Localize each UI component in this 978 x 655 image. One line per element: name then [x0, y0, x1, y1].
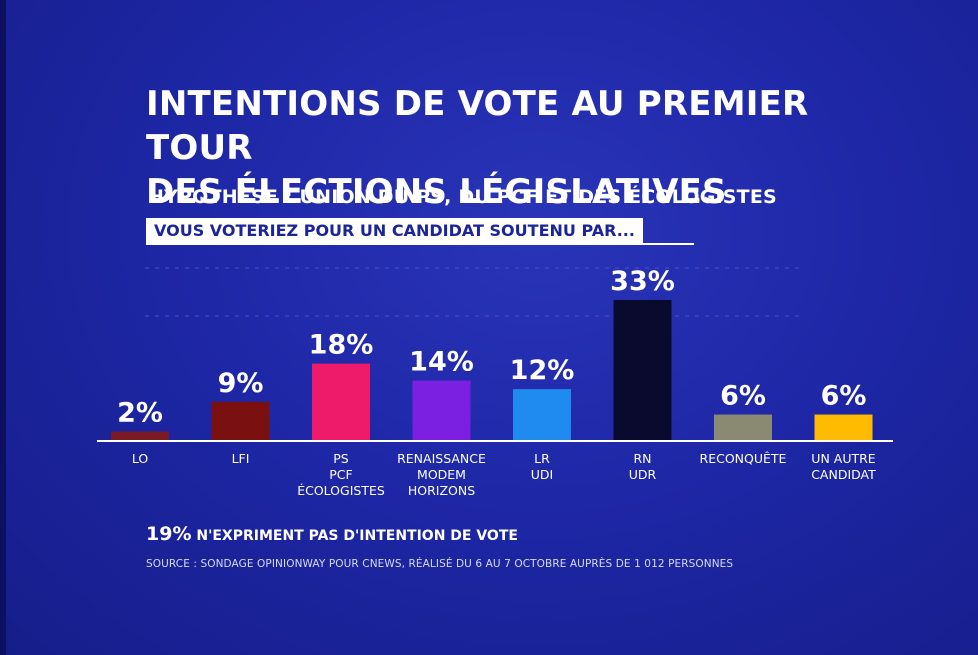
- title-line-2: DES ÉLECTIONS LÉGISLATIVES: [146, 172, 727, 212]
- bar-value-label: 6%: [821, 381, 867, 412]
- bar-value-label: 18%: [309, 330, 374, 361]
- bar: [613, 300, 672, 440]
- category-label: RN: [633, 451, 651, 466]
- bar-value-label: 14%: [409, 347, 474, 378]
- bar: [211, 401, 270, 440]
- bar: [513, 389, 571, 440]
- bar: [412, 380, 471, 440]
- category-label: MODEM: [417, 467, 466, 482]
- category-label: ÉCOLOGISTES: [297, 483, 385, 498]
- source-note: SOURCE : SONDAGE OPINIONWAY POUR CNEWS, …: [146, 558, 734, 570]
- bar-value-label: 33%: [610, 266, 675, 297]
- category-label: RECONQUÊTE: [700, 451, 787, 466]
- category-label: PCF: [329, 467, 352, 482]
- chart-subtitle: HYPOTHÈSE : UNION DU PS, DU PCF ET DES É…: [148, 186, 777, 208]
- bar: [111, 431, 169, 440]
- bar: [714, 414, 772, 440]
- category-label: UDR: [629, 467, 657, 482]
- question-underline: [146, 243, 694, 245]
- category-label: UDI: [531, 467, 553, 482]
- bar-value-label: 12%: [510, 355, 575, 386]
- chart-title: INTENTIONS DE VOTE AU PREMIER TOUR DES É…: [146, 82, 926, 214]
- category-label: HORIZONS: [408, 483, 475, 498]
- left-frame-border: [0, 0, 6, 655]
- category-label: LO: [132, 451, 149, 466]
- question-banner: VOUS VOTERIEZ POUR UN CANDIDAT SOUTENU P…: [146, 218, 643, 244]
- bar-value-label: 2%: [117, 398, 163, 429]
- bar: [814, 414, 873, 440]
- category-label: CANDIDAT: [811, 467, 876, 482]
- title-line-1: INTENTIONS DE VOTE AU PREMIER TOUR: [146, 84, 809, 168]
- bar-value-label: 9%: [218, 368, 264, 399]
- category-label: RENAISSANCE: [397, 451, 486, 466]
- category-label: LFI: [232, 451, 250, 466]
- category-label: PS: [333, 451, 349, 466]
- bar-value-label: 6%: [720, 381, 766, 412]
- category-label: LR: [534, 451, 550, 466]
- no-intention-note: 19% N'EXPRIMENT PAS D'INTENTION DE VOTE: [146, 523, 518, 545]
- no-intention-percent: 19%: [146, 523, 192, 545]
- bar: [312, 363, 370, 440]
- category-label: UN AUTRE: [811, 451, 875, 466]
- no-intention-text: N'EXPRIMENT PAS D'INTENTION DE VOTE: [191, 528, 518, 544]
